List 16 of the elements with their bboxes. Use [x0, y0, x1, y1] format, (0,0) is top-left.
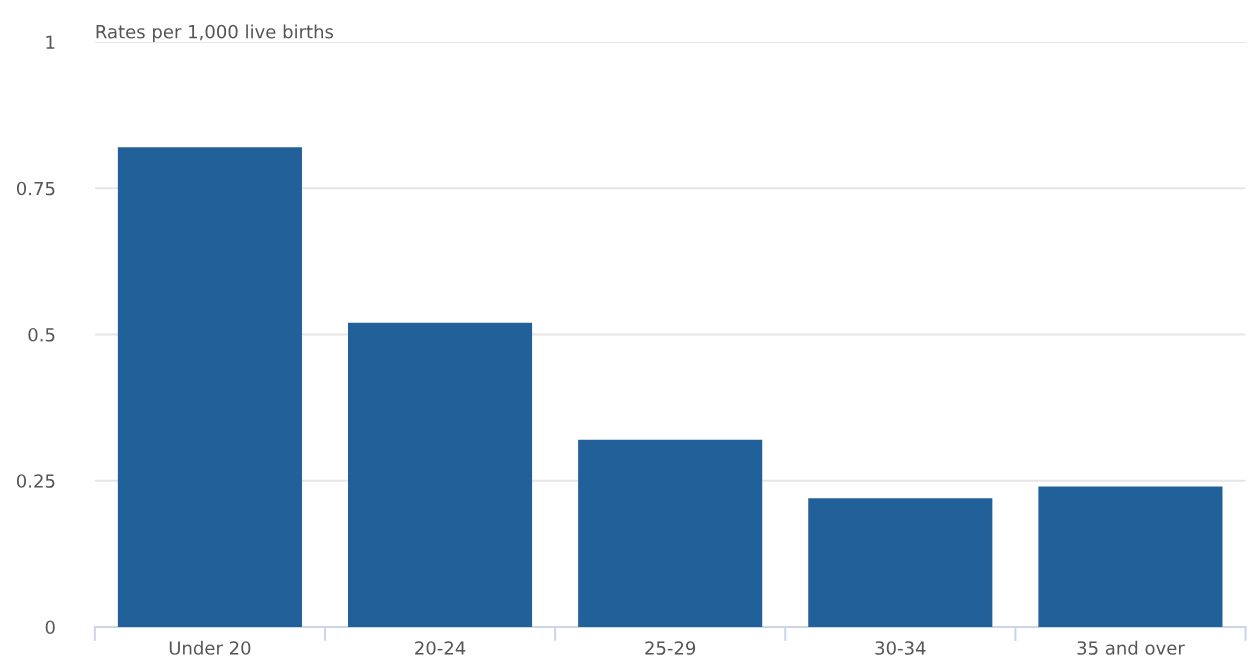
x-tick-label: 30-34	[875, 641, 926, 655]
x-tick-label: 25-29	[645, 641, 696, 655]
y-tick-label: 0.75	[16, 181, 55, 196]
bar	[347, 322, 533, 627]
x-tick-label: Under 20	[169, 640, 251, 655]
bar	[578, 439, 763, 627]
x-tick-label: 20-24	[415, 641, 466, 655]
x-tick-label: 35 and over	[1077, 640, 1185, 655]
y-tick-label: 0.25	[16, 474, 55, 488]
bar	[808, 498, 993, 627]
y-tick-label: 0.5	[28, 327, 55, 342]
bar	[117, 147, 302, 627]
y-axis-title: Rates per 1,000 live births	[96, 24, 334, 42]
y-tick-label: 1	[46, 35, 55, 49]
y-tick-label: 0	[45, 620, 55, 635]
bar	[1038, 486, 1223, 627]
